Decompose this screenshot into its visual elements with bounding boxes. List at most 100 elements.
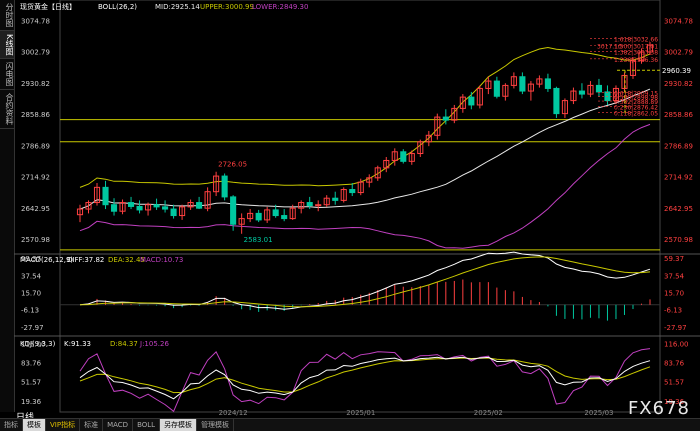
- tab-macd[interactable]: MACD: [103, 419, 134, 431]
- candle-body: [646, 44, 654, 53]
- tab-standard[interactable]: 标准: [80, 419, 104, 431]
- plot-frame: [59, 0, 661, 413]
- candle-body: [366, 177, 373, 183]
- kdj-tick-left: 19.36: [21, 398, 42, 406]
- kdj-tick-left: 116.00: [21, 341, 46, 349]
- macd-tick-right: 37.54: [664, 272, 685, 280]
- x-axis-label: 2025/02: [474, 409, 503, 417]
- candle-body: [340, 189, 347, 201]
- price-tick-left: 3074.78: [21, 17, 50, 25]
- fib-price-label: 2960.39: [662, 67, 691, 75]
- chart-title: 现货黄金【日线】: [20, 2, 76, 11]
- candle-body: [315, 204, 322, 207]
- kdj-tick-left: 51.57: [21, 379, 41, 387]
- price-tick-right: 2858.86: [664, 111, 693, 119]
- kdj-tick-right: 83.76: [664, 360, 685, 368]
- kdj-j-line: [79, 348, 651, 413]
- macd-tick-right: -27.97: [664, 324, 687, 332]
- candle-body: [230, 196, 237, 225]
- candle-body: [281, 215, 288, 220]
- tab-vip-indicator[interactable]: VIP指标: [46, 419, 81, 431]
- fib-up-label: 1.618|3032.66: [614, 37, 658, 44]
- kdj-legend: D:84.37: [110, 340, 138, 348]
- candle-body: [612, 87, 620, 102]
- candle-body: [238, 218, 245, 225]
- candle-body: [383, 159, 390, 169]
- candle-body: [264, 209, 271, 221]
- tab-save-template[interactable]: 另存模板: [160, 419, 198, 431]
- annotation-high: 2726.05: [218, 161, 247, 169]
- indicator-label: BOLL(26,2): [98, 3, 137, 11]
- candle-body: [213, 175, 220, 193]
- candle-body: [425, 134, 432, 143]
- price-tick-left: 2570.98: [21, 236, 50, 244]
- bottom-toolbar: 指标 模板 VIP指标 标准 MACD BOLL 另存模板 管理模板: [0, 418, 700, 431]
- tab-contract-info[interactable]: 合约资料: [0, 90, 14, 130]
- tab-timeshare[interactable]: 分时图: [0, 0, 14, 31]
- candle-body: [510, 76, 517, 86]
- price-tick-left: 2858.86: [21, 111, 50, 119]
- candle-body: [85, 202, 92, 210]
- candle-body: [391, 151, 398, 161]
- price-tick-left: 3002.79: [21, 49, 50, 57]
- macd-tick-left: -6.13: [21, 307, 39, 315]
- candle-body: [434, 116, 441, 136]
- fib-left-label: 3017.10: [597, 44, 622, 51]
- price-tick-right: 3002.79: [664, 49, 693, 57]
- tab-indicator[interactable]: 指标: [0, 419, 23, 431]
- kdj-tick-left: 83.76: [21, 360, 42, 368]
- macd-tick-left: 37.54: [21, 272, 42, 280]
- macd-tick-left: 15.70: [21, 289, 41, 297]
- macd-dea-line: [79, 256, 651, 308]
- candle-body: [204, 191, 211, 209]
- macd-tick-left: -27.97: [21, 324, 44, 332]
- candle-body: [110, 204, 118, 212]
- candle-body: [485, 80, 492, 89]
- candle-body: [179, 206, 186, 217]
- price-tick-right: 2570.98: [664, 236, 693, 244]
- candle-body: [332, 197, 339, 201]
- x-axis-label: 2025/03: [584, 409, 613, 417]
- candle-body: [247, 212, 254, 220]
- candle-body: [544, 78, 551, 89]
- macd-tick-right: -6.13: [664, 307, 682, 315]
- price-chart[interactable]: 现货黄金【日线】 BOLL(26,2) MID:2925.14 UPPER:3000.…: [0, 0, 700, 420]
- candle-body: [417, 141, 424, 155]
- candle-body: [93, 186, 101, 204]
- price-tick-right: 2642.95: [664, 205, 693, 213]
- candle-body: [162, 206, 169, 210]
- price-tick-left: 2642.95: [21, 205, 50, 213]
- kdj-k-line: [79, 356, 651, 400]
- candle-body: [400, 151, 407, 162]
- tab-flash[interactable]: 闪电图: [0, 59, 14, 91]
- macd-legend: MACD(26,12,9): [20, 256, 73, 264]
- tab-kline[interactable]: K线图: [0, 31, 14, 60]
- boll-mid-line: [79, 88, 651, 210]
- candle-body: [221, 175, 228, 198]
- x-axis-label: 2024/12: [219, 409, 248, 417]
- candle-body: [255, 212, 262, 221]
- candle-body: [323, 197, 330, 206]
- candle-body: [349, 189, 356, 194]
- candle-body: [196, 202, 203, 209]
- legend-mid: MID:2925.14: [155, 3, 200, 11]
- tab-manage-template[interactable]: 管理模板: [197, 419, 235, 431]
- candle-body: [442, 116, 449, 121]
- kdj-legend: K:91.33: [64, 340, 91, 348]
- candle-body: [102, 186, 109, 206]
- price-tick-right: 2930.82: [664, 80, 693, 88]
- price-tick-right: 2714.92: [664, 174, 693, 182]
- candle-body: [476, 87, 483, 106]
- candle-body: [638, 51, 645, 62]
- candle-body: [570, 90, 577, 102]
- macd-tick-right: 59.37: [664, 255, 684, 263]
- fib-down-label: 0.500|2898.98: [614, 95, 658, 102]
- fib-down-label: 0.118|2862.05: [614, 111, 658, 118]
- price-tick-right: 2786.89: [664, 142, 693, 150]
- candle-body: [595, 84, 603, 93]
- tab-template[interactable]: 模板: [23, 419, 46, 431]
- tab-boll[interactable]: BOLL: [133, 419, 161, 431]
- price-tick-left: 2930.82: [21, 80, 50, 88]
- legend-upper: UPPER:3000.99: [200, 3, 254, 11]
- candle-body: [527, 83, 534, 92]
